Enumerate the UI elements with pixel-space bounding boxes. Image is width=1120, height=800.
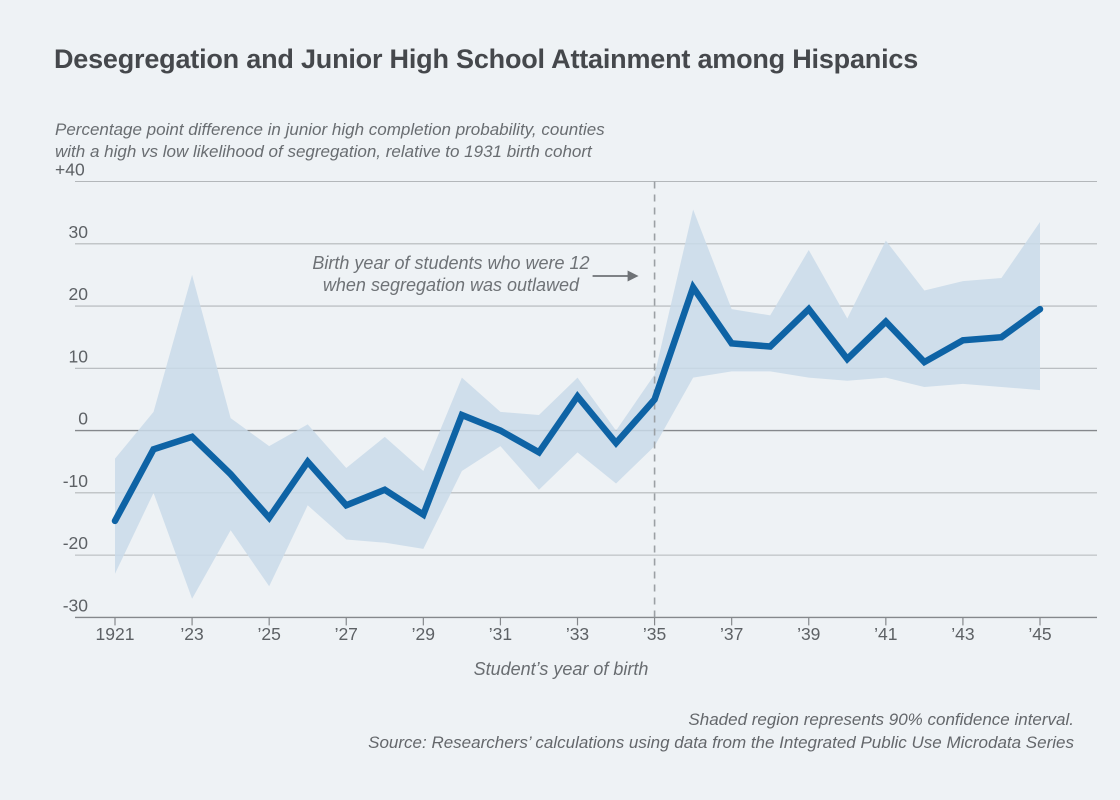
x-axis-tick-label: ’45 xyxy=(1028,624,1051,644)
subtitle-line-2: with a high vs low likelihood of segrega… xyxy=(55,141,592,161)
y-axis-tick-label: -30 xyxy=(63,595,89,615)
y-axis-tick-label: 10 xyxy=(69,346,89,366)
x-axis-tick-label: ’39 xyxy=(797,624,820,644)
x-axis-tick-label: ’25 xyxy=(257,624,280,644)
x-axis-tick-label: ’37 xyxy=(720,624,743,644)
y-axis-tick-label: -20 xyxy=(63,533,89,553)
x-axis-tick-label: ’27 xyxy=(335,624,358,644)
x-axis-tick-label: ’29 xyxy=(412,624,435,644)
x-axis-tick-label: ’35 xyxy=(643,624,666,644)
x-axis-tick-label: ’33 xyxy=(566,624,589,644)
annotation-line-1: Birth year of students who were 12 xyxy=(312,253,590,273)
y-axis-tick-label: +40 xyxy=(55,160,85,180)
x-axis-tick-label: ’43 xyxy=(951,624,974,644)
y-axis-tick-label: 20 xyxy=(69,284,89,304)
y-axis-tick-label: -10 xyxy=(63,471,89,491)
x-axis-title: Student’s year of birth xyxy=(473,659,649,679)
annotation-line-2: when segregation was outlawed xyxy=(322,275,580,295)
y-axis-tick-label: 0 xyxy=(78,409,88,429)
footer-note: Shaded region represents 90% confidence … xyxy=(688,710,1074,729)
subtitle-line-1: Percentage point difference in junior hi… xyxy=(55,120,605,139)
page-title: Desegregation and Junior High School Att… xyxy=(54,44,919,74)
x-axis-tick-label: ’31 xyxy=(489,624,512,644)
annotation-arrow-head xyxy=(627,270,639,282)
x-axis-tick-label: ’23 xyxy=(180,624,203,644)
x-axis-tick-label: 1921 xyxy=(96,624,135,644)
x-axis-tick-label: ’41 xyxy=(874,624,897,644)
y-axis-tick-label: 30 xyxy=(69,222,89,242)
chart-annotation: Birth year of students who were 12 when … xyxy=(300,252,602,296)
data-line xyxy=(111,280,1044,525)
chart-subtitle: Percentage point difference in junior hi… xyxy=(55,119,605,162)
chart-footer: Shaded region represents 90% confidence … xyxy=(368,708,1074,754)
footer-source: Source: Researchers’ calculations using … xyxy=(368,733,1074,752)
